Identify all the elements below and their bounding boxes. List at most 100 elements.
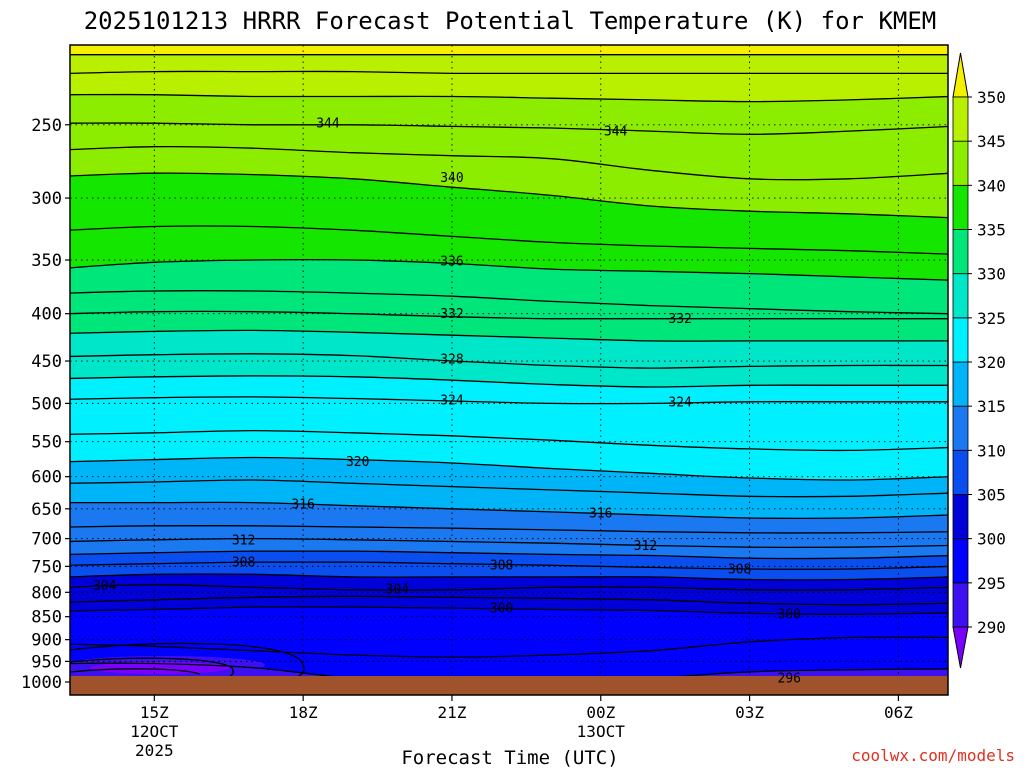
contour-label: 316 (589, 507, 612, 522)
colorbar-label: 310 (977, 441, 1006, 460)
isentrope-318 (70, 479, 948, 498)
contour-label: 308 (490, 558, 513, 573)
isentrope-336 (70, 258, 948, 281)
contour-labels: 344 344 340 336 332 332 328 324 324 320 316 316 312 3… (93, 117, 801, 687)
y-tick-label: 700 (31, 530, 62, 550)
isentrope-338 (70, 225, 948, 255)
colorbar-label: 345 (977, 132, 1006, 151)
y-tick-label: 850 (31, 608, 62, 628)
contour-label: 340 (440, 171, 463, 186)
contour-label: 312 (634, 539, 657, 554)
x-tick-year: 2025 (135, 741, 174, 760)
y-tick-label: 800 (31, 583, 62, 603)
y-tick-label: 500 (31, 394, 62, 414)
y-tick-label: 300 (31, 189, 62, 209)
contour-label: 308 (232, 556, 255, 571)
isentrope-304 (70, 584, 948, 591)
colorbar-swatch (952, 96, 969, 142)
isentrope-290-closed (70, 668, 201, 675)
colorbar-label: 295 (977, 574, 1006, 593)
y-tick-label: 400 (31, 305, 62, 325)
isentrope-306 (70, 573, 948, 581)
band-fill-350 (70, 45, 948, 55)
isentrope-320 (70, 456, 948, 481)
contour-label: 336 (440, 255, 463, 270)
plot-grid (70, 45, 948, 683)
contour-label: 324 (440, 394, 464, 409)
colorbar-label: 350 (977, 88, 1006, 107)
contour-label: 296 (778, 671, 801, 686)
colorbar-swatch (952, 361, 969, 407)
y-tick-label: 250 (31, 116, 62, 136)
colorbar-swatch (952, 273, 969, 319)
colorbar-label: 290 (977, 618, 1006, 637)
colorbar: 290 295 300 305 310 315 320 325 330 335 340 345 350 (952, 52, 1006, 669)
isentrope-314 (70, 525, 948, 534)
isentrope-324 (70, 396, 948, 405)
x-tick-label: 21Z (438, 703, 467, 722)
colorbar-arrow-low (952, 626, 969, 669)
x-tick-label: 00Z (586, 703, 615, 722)
isentrope-308 (70, 561, 948, 570)
contour-label: 324 (668, 395, 692, 410)
contour-label: 304 (386, 582, 410, 597)
chart-title: 2025101213 HRRR Forecast Potential Tempe… (84, 7, 937, 35)
colorbar-label: 340 (977, 176, 1006, 195)
colorbar-label: 325 (977, 309, 1006, 328)
contour-label: 316 (291, 497, 314, 512)
x-tick-label: 06Z (884, 703, 913, 722)
contour-label: 300 (490, 602, 513, 617)
contour-label: 320 (346, 455, 369, 470)
isentrope-334 (70, 290, 948, 315)
colorbar-label: 300 (977, 530, 1006, 549)
isentrope-340 (70, 172, 948, 219)
credit-text: coolwx.com/models (851, 746, 1015, 765)
isentrope-312 (70, 537, 948, 548)
y-tick-label: 350 (31, 251, 62, 271)
colorbar-swatch (952, 184, 969, 230)
contour-label: 312 (232, 533, 255, 548)
y-tick-label: 950 (31, 652, 62, 672)
isentrope-348 (70, 70, 948, 75)
colorbar-arrow-high (952, 52, 969, 98)
plot-frame (69, 44, 949, 696)
isentrope-346 (70, 93, 948, 103)
colorbar-swatch (952, 405, 969, 451)
isentrope-316 (70, 501, 948, 520)
contour-label: 308 (728, 563, 751, 578)
isentrope-294-closed (70, 642, 305, 681)
x-tick-label: 03Z (735, 703, 764, 722)
contour-label: 332 (440, 307, 463, 322)
x-tick-label: 18Z (289, 703, 318, 722)
contour-label: 300 (778, 607, 801, 622)
colorbar-label: 335 (977, 221, 1006, 240)
y-tick-label: 600 (31, 468, 62, 488)
colorbar-swatch (952, 140, 969, 186)
contour-label: 344 (316, 117, 340, 132)
isentrope-300 (70, 606, 948, 615)
x-tick-date: 12OCT (130, 722, 179, 741)
isentrope-328 (70, 353, 948, 369)
isentrope-302 (70, 595, 948, 606)
colorbar-swatch (952, 494, 969, 540)
contour-label: 344 (604, 125, 628, 140)
colorbar-swatch (952, 317, 969, 363)
colorbar-swatch (952, 582, 969, 628)
theta-filled-contours (70, 45, 948, 695)
y-tick-label: 550 (31, 433, 62, 453)
isentrope-326 (70, 375, 948, 388)
contour-label: 332 (668, 312, 691, 327)
isentrope-322 (70, 429, 948, 452)
x-tick-label: 15Z (140, 703, 169, 722)
contour-label: 328 (440, 353, 463, 368)
y-tick-label: 450 (31, 352, 62, 372)
colorbar-label: 305 (977, 486, 1006, 505)
isentrope-310 (70, 550, 948, 560)
colorbar-label: 315 (977, 397, 1006, 416)
y-tick-label: 650 (31, 500, 62, 520)
colorbar-swatch (952, 229, 969, 275)
colorbar-label: 330 (977, 265, 1006, 284)
x-tick-date: 13OCT (577, 722, 626, 741)
